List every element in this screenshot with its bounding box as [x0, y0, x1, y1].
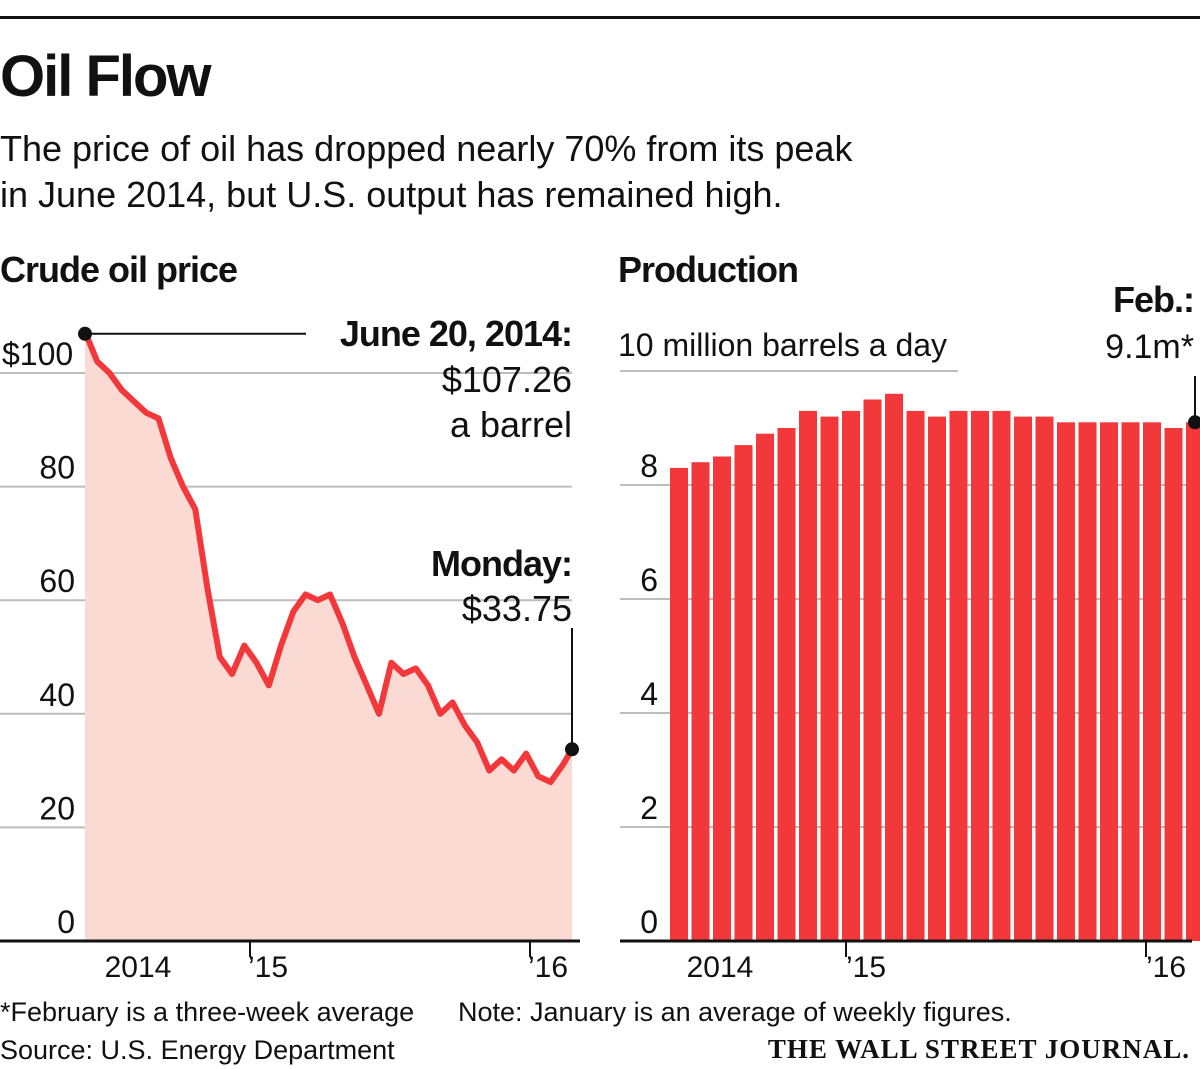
price-ytick-label: 40: [39, 677, 75, 713]
production-chart-title: Production: [618, 249, 799, 290]
price-line: [82, 330, 575, 785]
monday-marker: [565, 742, 579, 757]
price-ytick-label: 80: [39, 450, 75, 486]
production-bar: [1186, 422, 1200, 941]
production-bar: [906, 410, 925, 941]
price-ytick-label: 60: [39, 563, 75, 599]
production-bar: [691, 462, 710, 941]
price-ytick-label: 0: [57, 904, 75, 940]
production-xtick-label: 2014: [687, 951, 754, 984]
production-bar: [670, 467, 688, 941]
price-ytick-label: $100: [2, 336, 73, 372]
production-bar: [713, 456, 731, 941]
footnote-january: Note: January is an average of weekly fi…: [458, 997, 1012, 1027]
production-bar: [777, 428, 796, 941]
production-bar: [885, 393, 903, 941]
production-bar: [756, 433, 774, 941]
production-bar: [1057, 422, 1075, 941]
production-bar: [842, 410, 860, 941]
top-rule: [0, 16, 1200, 19]
peak-price-label: $107.26: [442, 359, 572, 400]
monday-label: Monday:: [431, 543, 572, 584]
production-bar: [949, 410, 968, 941]
production-bar: [734, 445, 753, 941]
price-chart-title: Crude oil price: [0, 249, 238, 290]
price-area: [85, 331, 572, 941]
production-xtick-label: ’15: [846, 951, 886, 984]
page-title: Oil Flow: [0, 44, 212, 109]
production-bar: [992, 410, 1011, 941]
production-ytick-label: 2: [640, 790, 658, 826]
subtitle-line-1: The price of oil has dropped nearly 70% …: [0, 128, 853, 169]
production-bar: [820, 416, 839, 942]
production-bar: [1014, 416, 1032, 942]
price-ytick-label: 20: [39, 790, 75, 826]
production-bar: [971, 410, 989, 941]
peak-marker: [78, 326, 92, 341]
production-ytick-label: 0: [640, 904, 658, 940]
feb-label: Feb.:: [1113, 279, 1194, 320]
production-xtick-label: ’16: [1146, 951, 1186, 984]
production-bar: [863, 399, 882, 941]
production-bar: [1143, 422, 1161, 941]
production-ytick-label: 8: [640, 448, 658, 484]
feb-marker: [1188, 415, 1200, 430]
publisher-logo: THE WALL STREET JOURNAL.: [767, 1034, 1190, 1064]
subtitle-line-2: in June 2014, but U.S. output has remain…: [0, 174, 783, 215]
monday-price-label: $33.75: [462, 588, 572, 629]
production-bar: [1035, 416, 1054, 942]
production-bar: [1100, 422, 1118, 941]
footnote-february: *February is a three-week average: [0, 997, 415, 1027]
production-unit-label: 10 million barrels a day: [618, 327, 947, 363]
production-bar: [928, 416, 946, 942]
source-note: Source: U.S. Energy Department: [0, 1035, 395, 1065]
production-ytick-label: 4: [640, 676, 658, 712]
production-bar: [1078, 422, 1097, 941]
page-subtitle: The price of oil has dropped nearly 70% …: [0, 126, 852, 218]
price-xtick-label: ’16: [528, 951, 568, 984]
production-bar: [799, 410, 817, 941]
feb-value-label: 9.1m*: [1105, 328, 1194, 366]
price-xtick-label: ’15: [248, 951, 288, 984]
production-ytick-label: 6: [640, 562, 658, 598]
production-bar: [1164, 428, 1183, 941]
production-bar: [1121, 422, 1140, 941]
peak-unit-label: a barrel: [450, 404, 572, 445]
peak-date-label: June 20, 2014:: [340, 313, 572, 354]
price-xtick-label: 2014: [105, 951, 172, 984]
